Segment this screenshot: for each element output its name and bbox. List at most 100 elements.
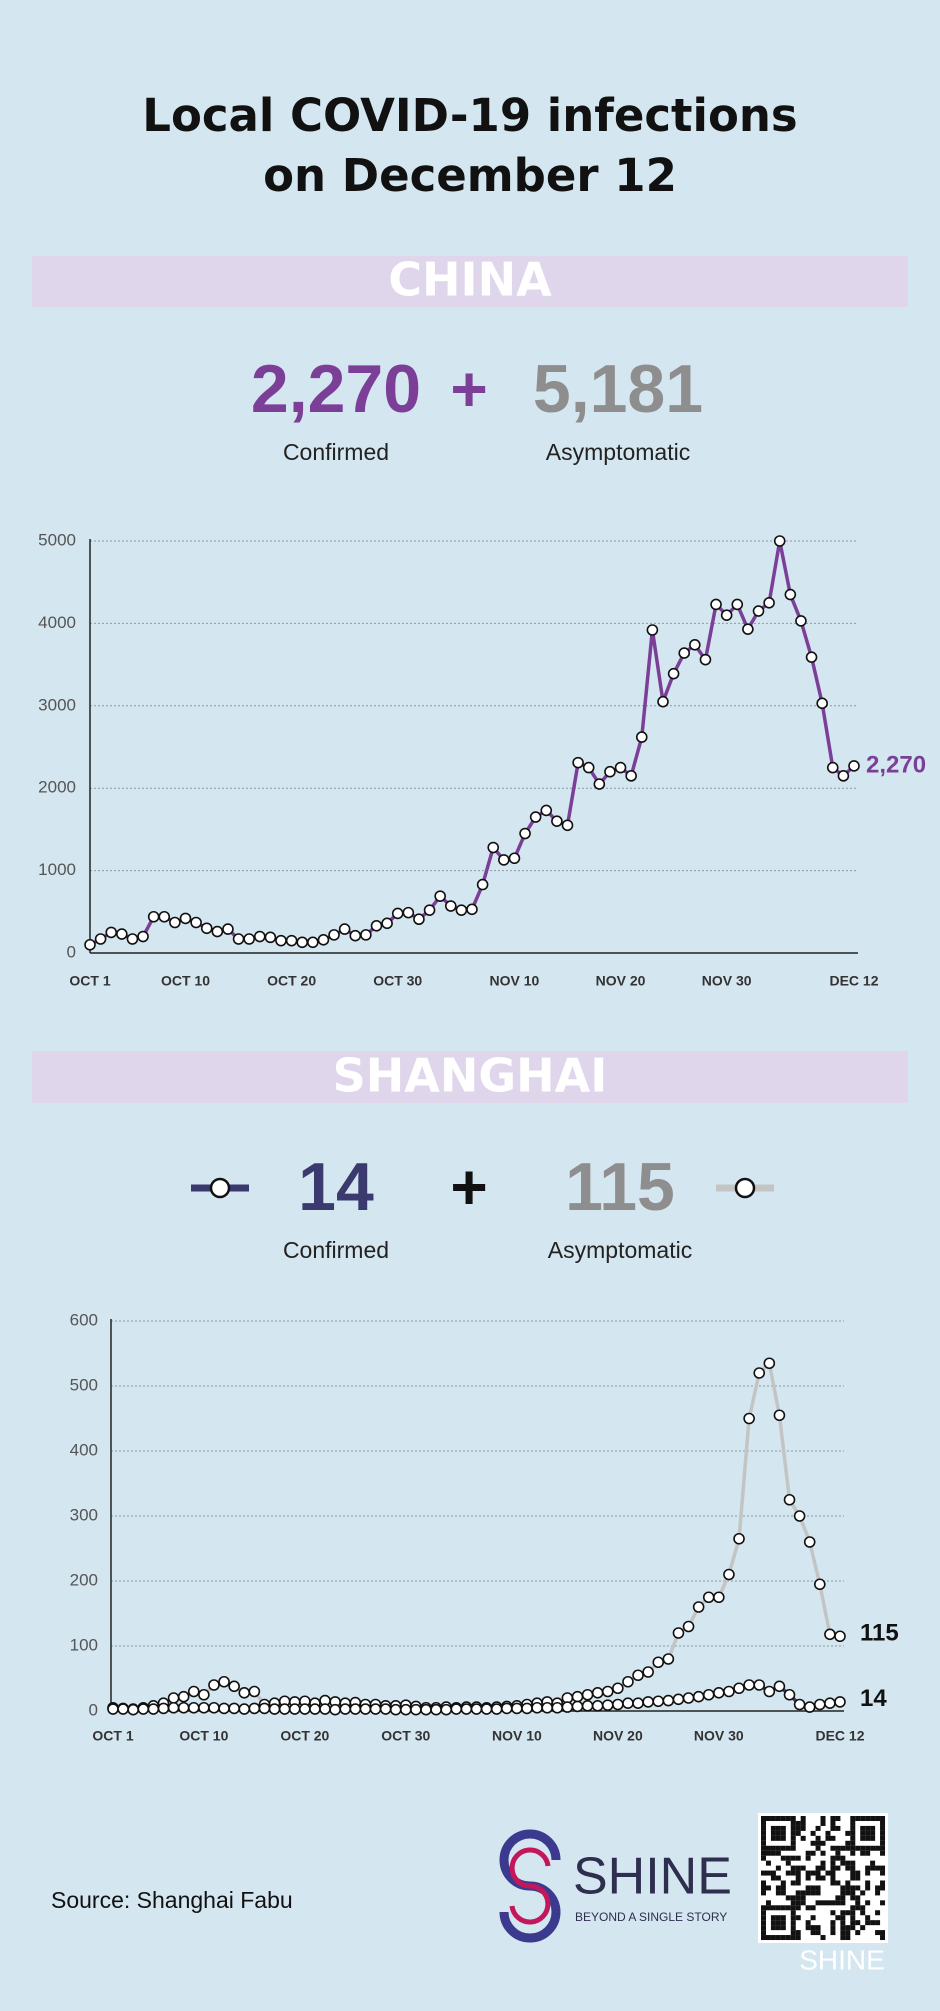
qr-module [850,1840,856,1846]
x-tick-label: NOV 20 [593,1728,643,1744]
qr-module [795,1865,801,1871]
data-point [379,1703,392,1715]
data-point [814,1698,826,1711]
qr-module [761,1935,766,1941]
data-point [632,1669,644,1682]
data-point [682,1620,695,1633]
data-point [359,1703,372,1715]
data-point [551,1701,564,1714]
qr-module [815,1865,821,1871]
data-point [622,1675,634,1688]
qr-module [770,1816,776,1821]
qr-module [780,1855,786,1861]
qr-module [855,1930,861,1936]
x-tick-label: OCT 30 [373,973,422,989]
logo-mark [509,1847,551,1925]
qr-module [860,1835,866,1841]
headline-label: Asymptomatic [548,1237,692,1263]
data-point [773,535,786,547]
qr-module [795,1895,801,1901]
data-point [137,930,149,943]
data-point [692,1690,705,1703]
data-point [742,623,754,635]
qr-module [761,1880,766,1886]
qr-module [761,1845,766,1851]
qr-module [795,1825,801,1831]
data-point [604,765,616,778]
x-tick-label: OCT 20 [280,1728,329,1744]
qr-module [810,1930,816,1936]
qr-module [855,1920,861,1926]
qr-module [765,1900,771,1906]
qr-module [765,1905,771,1911]
qr-module [810,1840,816,1846]
qr-module [810,1870,816,1876]
plus: + [450,1151,487,1223]
data-point [253,930,266,943]
qr-module [800,1865,806,1871]
qr-module [835,1900,841,1906]
data-point [816,697,828,710]
data-label: 2,270 [866,751,926,778]
qr-module [770,1915,776,1921]
qr-module [850,1910,856,1916]
qr-module [860,1825,866,1831]
qr-module [850,1905,856,1911]
data-point [147,910,160,923]
qr-module [850,1825,856,1831]
qr-module [860,1850,866,1856]
qr-module [850,1820,856,1826]
qr-module [815,1925,821,1931]
qr-module [840,1855,846,1861]
data-point [699,653,712,666]
qr-module [840,1910,846,1916]
qr-module [795,1930,801,1936]
qr-module [830,1816,836,1821]
data-point [369,1703,382,1715]
data-point [167,1701,180,1714]
qr-module [840,1935,846,1941]
qr-module [865,1870,871,1876]
data-point [187,1685,200,1698]
qr-module [815,1845,821,1851]
qr-module [850,1870,856,1876]
logo-text: SHINE [799,1944,885,1975]
data-point [662,1653,675,1665]
qr-module [865,1880,871,1886]
qr-module [865,1920,871,1926]
qr-module [860,1890,866,1896]
qr-module [845,1935,851,1941]
section-title: SHANGHAI [333,1049,608,1103]
y-tick-label: 2000 [38,778,76,797]
qr-module [780,1830,786,1836]
qr-module [855,1816,861,1821]
qr-module [795,1820,801,1826]
qr-module [815,1835,821,1841]
data-point [723,1685,735,1698]
qr-module [765,1885,771,1891]
qr-module [860,1816,866,1821]
x-tick-label: OCT 10 [161,973,210,989]
qr-module [770,1925,776,1931]
qr-module [850,1850,856,1856]
data-label: 115 [860,1620,899,1647]
data-point [147,1703,160,1715]
qr-module [840,1925,846,1931]
data-point [662,1694,675,1707]
qr-module [880,1845,886,1851]
headline-number: 2,270 [251,351,421,427]
qr-module [770,1870,776,1876]
qr-module [810,1850,816,1856]
qr-module [860,1845,866,1851]
qr-module [810,1830,816,1836]
qr-module [880,1885,886,1891]
data-point [805,651,818,663]
qr-module [880,1820,886,1826]
qr-module [830,1910,836,1916]
qr-module [850,1845,856,1851]
data-point [689,639,701,651]
data-point [476,878,489,891]
data-point [285,934,298,947]
data-point [211,925,224,938]
data-point [784,588,797,601]
